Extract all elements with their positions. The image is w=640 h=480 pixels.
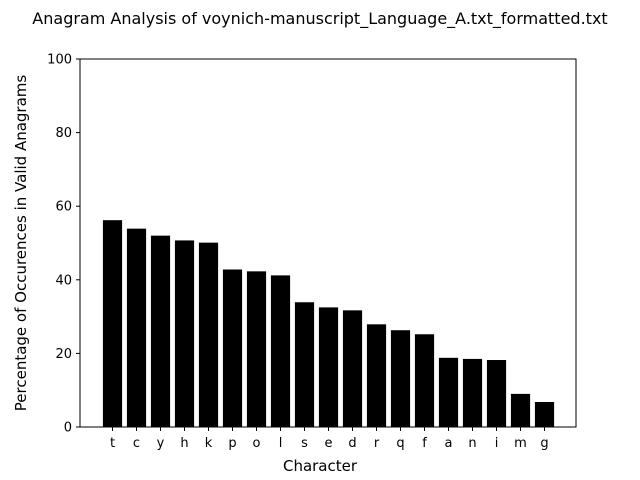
- bar-e: [318, 307, 339, 427]
- y-axis-ticks: 0 20 40 60 80 100: [47, 53, 80, 436]
- bar-k: [198, 242, 219, 427]
- bar-f: [414, 334, 435, 427]
- x-tick-label-s: s: [301, 436, 308, 451]
- y-axis-label: Percentage of Occurences in Valid Anagra…: [12, 75, 30, 412]
- bar-o: [246, 271, 267, 427]
- bar-q: [390, 330, 411, 427]
- plot-frame: [79, 58, 577, 428]
- x-tick-label-m: m: [514, 436, 527, 451]
- bar-t: [102, 220, 123, 427]
- y-tick-label-40: 40: [55, 273, 72, 288]
- x-tick-label-h: h: [180, 436, 188, 451]
- x-axis-label: Character: [283, 457, 358, 475]
- x-tick-label-n: n: [468, 436, 476, 451]
- x-tick-label-d: d: [348, 436, 356, 451]
- x-tick-label-p: p: [228, 436, 236, 451]
- y-tick-label-60: 60: [55, 200, 72, 215]
- x-tick-label-l: l: [279, 436, 283, 451]
- bar-s: [294, 302, 315, 427]
- y-tick-label-80: 80: [55, 126, 72, 141]
- bar-r: [366, 324, 387, 427]
- bar-g: [534, 401, 555, 427]
- bar-p: [222, 269, 243, 427]
- x-tick-label-g: g: [540, 436, 548, 451]
- bar-a: [438, 357, 459, 427]
- x-tick-label-o: o: [253, 436, 261, 451]
- x-tick-label-a: a: [445, 436, 453, 451]
- x-tick-label-t: t: [110, 436, 115, 451]
- bars-group: [102, 220, 555, 427]
- x-tick-label-q: q: [396, 436, 404, 451]
- chart-title: Anagram Analysis of voynich-manuscript_L…: [32, 9, 607, 29]
- bar-n: [462, 358, 483, 427]
- y-tick-label-0: 0: [64, 421, 72, 436]
- bar-h: [174, 240, 195, 427]
- x-tick-label-c: c: [133, 436, 140, 451]
- x-tick-label-f: f: [422, 436, 427, 451]
- x-tick-label-r: r: [374, 436, 380, 451]
- bar-y: [150, 235, 171, 427]
- x-tick-label-k: k: [205, 436, 213, 451]
- bar-i: [486, 360, 507, 427]
- bar-l: [270, 275, 291, 427]
- bar-c: [126, 228, 147, 427]
- y-tick-label-100: 100: [47, 53, 72, 68]
- x-tick-label-i: i: [495, 436, 499, 451]
- bar-d: [342, 310, 363, 427]
- y-tick-label-20: 20: [55, 347, 72, 362]
- x-tick-label-y: y: [157, 436, 165, 451]
- x-tick-label-e: e: [325, 436, 333, 451]
- bar-m: [510, 393, 531, 427]
